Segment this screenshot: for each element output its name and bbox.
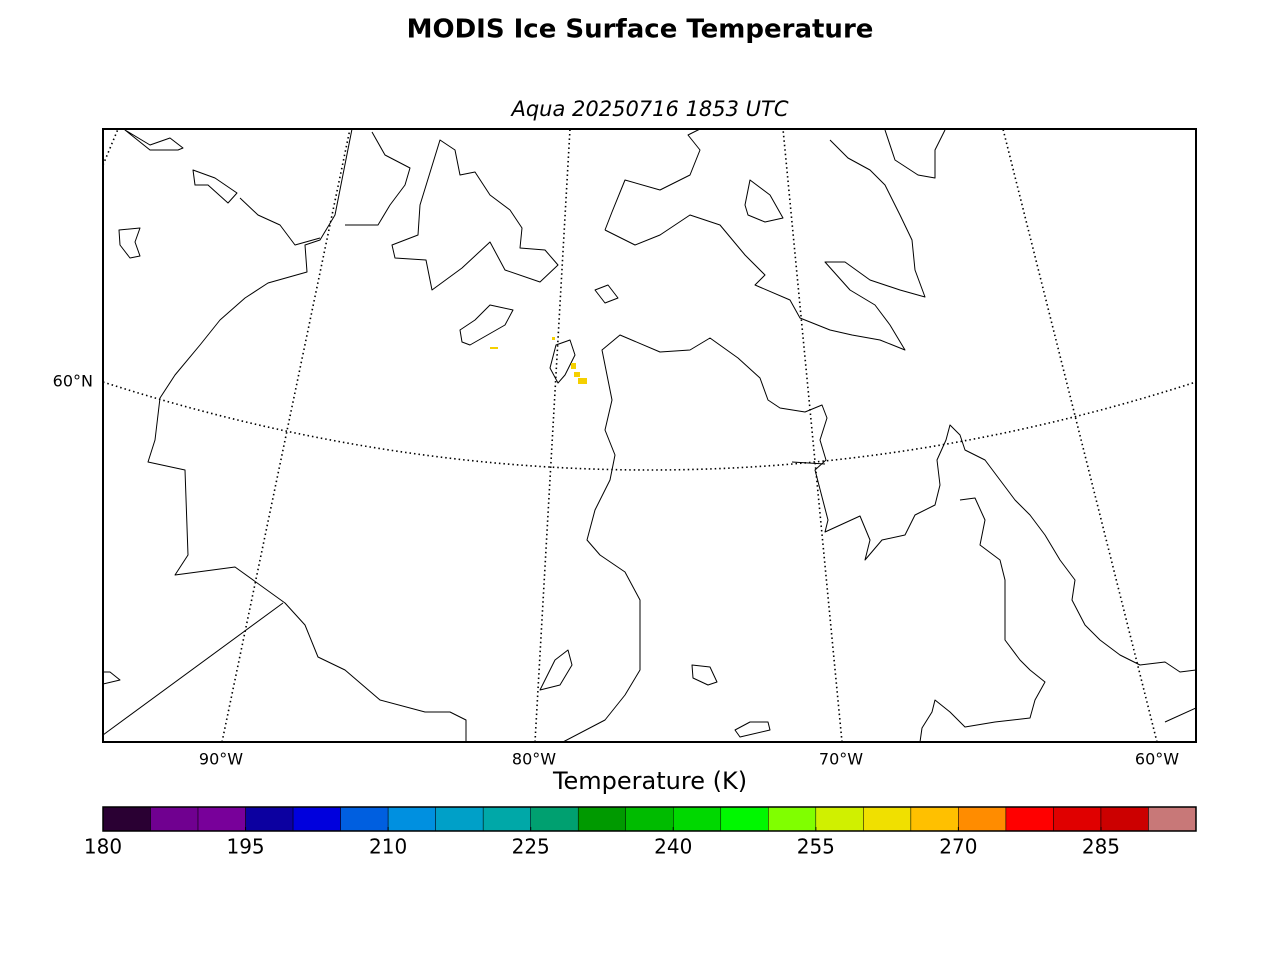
- coastline: [192, 169, 238, 204]
- colorbar-segment: [910, 806, 959, 832]
- colorbar-segment: [530, 806, 579, 832]
- colorbar-tick-label: 285: [1082, 835, 1120, 859]
- colorbar-tick-label: 255: [797, 835, 835, 859]
- coastline: [539, 649, 573, 691]
- coastline: [118, 227, 141, 259]
- colorbar-segment: [863, 806, 912, 832]
- colorbar-segment: [720, 806, 769, 832]
- lon-label: 60°W: [1135, 750, 1179, 769]
- colorbar-segment: [815, 806, 864, 832]
- ice-pixel: [552, 337, 555, 340]
- ice-pixel: [574, 372, 580, 377]
- map-area: [103, 129, 1196, 742]
- coastline: [562, 334, 1196, 742]
- coastline: [604, 139, 926, 351]
- colorbar-tick-label: 225: [512, 835, 550, 859]
- colorbar-segment: [482, 806, 531, 832]
- coastline: [549, 339, 576, 384]
- colorbar-segment: [673, 806, 722, 832]
- coastline: [147, 129, 467, 742]
- colorbar-tick-label: 195: [226, 835, 264, 859]
- longitude-line: [221, 129, 351, 742]
- colorbar: 180 195 210 225 240 255 270 285: [84, 806, 1197, 859]
- colorbar-segment: [387, 806, 436, 832]
- colorbar-segment: [150, 806, 199, 832]
- coastline: [734, 721, 771, 738]
- colorbar-segment: [245, 806, 294, 832]
- colorbar-segment: [435, 806, 484, 832]
- title: MODIS Ice Surface Temperature: [407, 15, 874, 45]
- ice-pixel: [571, 363, 576, 369]
- map-frame: [102, 128, 1197, 743]
- longitude-line: [534, 129, 571, 742]
- coastline: [459, 304, 514, 346]
- coastline: [791, 461, 826, 465]
- coastline: [919, 497, 1046, 742]
- ice-pixel: [578, 378, 587, 384]
- lon-label: 90°W: [199, 750, 243, 769]
- colorbar-label: Temperature (K): [552, 767, 747, 795]
- lat-label: 60°N: [53, 372, 93, 391]
- ice-pixels: [490, 337, 587, 384]
- colorbar-frame: [102, 806, 1197, 832]
- coastline: [604, 129, 701, 231]
- colorbar-segment: [958, 806, 1007, 832]
- coastline: [884, 129, 946, 179]
- colorbar-segment: [340, 806, 389, 832]
- colorbar-segment: [197, 806, 246, 832]
- coastline: [391, 139, 559, 291]
- coastline: [239, 197, 321, 246]
- colorbar-tick-label: 210: [369, 835, 407, 859]
- colorbar-segment: [577, 806, 626, 832]
- graticule: [103, 129, 1196, 742]
- colorbar-segment: [102, 806, 151, 832]
- coastline: [103, 602, 284, 736]
- coastline: [103, 671, 121, 685]
- lon-label: 70°W: [819, 750, 863, 769]
- longitude-line: [782, 129, 843, 742]
- lon-label: 80°W: [512, 750, 556, 769]
- coastline: [345, 131, 411, 226]
- colorbar-tick-label: 240: [654, 835, 692, 859]
- colorbar-segment: [1053, 806, 1102, 832]
- latitude-line: [103, 381, 1196, 471]
- longitude-line: [103, 129, 119, 166]
- colorbar-segment: [625, 806, 674, 832]
- colorbar-segment: [1100, 806, 1149, 832]
- subtitle: Aqua 20250716 1853 UTC: [509, 97, 788, 121]
- coastline: [744, 179, 784, 223]
- colorbar-tick-label: 180: [84, 835, 122, 859]
- coastline: [1164, 707, 1196, 723]
- colorbar-tick-label: 270: [939, 835, 977, 859]
- colorbar-segment: [1005, 806, 1054, 832]
- coastline: [691, 664, 718, 686]
- colorbar-segment: [1148, 806, 1197, 832]
- coastline: [594, 284, 619, 304]
- colorbar-segment: [768, 806, 817, 832]
- coastline: [124, 129, 184, 151]
- ice-pixel: [490, 347, 498, 349]
- longitude-line: [1002, 129, 1158, 742]
- coastlines: [103, 129, 1196, 742]
- colorbar-segment: [292, 806, 341, 832]
